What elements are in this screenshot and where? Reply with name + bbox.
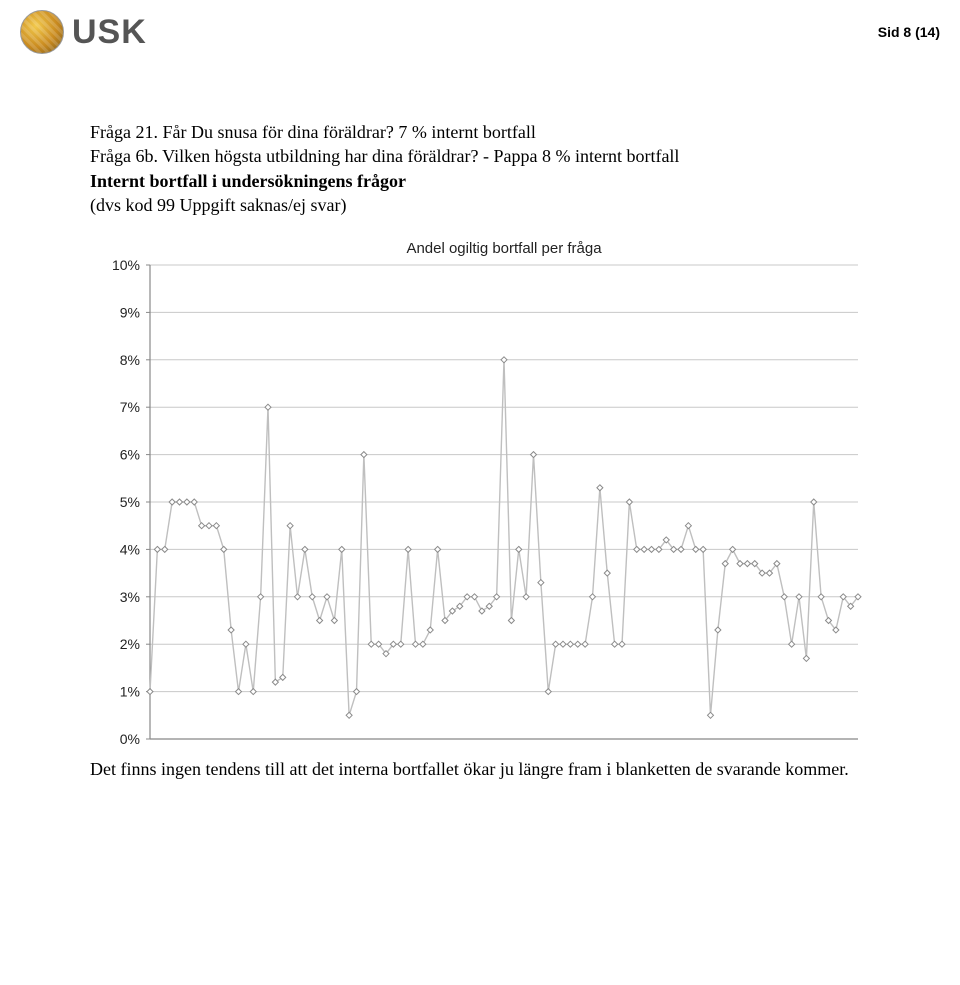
section-subtitle: (dvs kod 99 Uppgift saknas/ej svar): [90, 193, 870, 217]
svg-text:5%: 5%: [120, 494, 140, 510]
svg-text:10%: 10%: [112, 257, 140, 273]
section-title: Internt bortfall i undersökningens frågo…: [90, 169, 870, 193]
page-header: USK Sid 8 (14): [20, 10, 940, 54]
body-text: Fråga 21. Får Du snusa för dina föräldra…: [90, 120, 870, 781]
svg-text:4%: 4%: [120, 542, 140, 558]
svg-text:7%: 7%: [120, 399, 140, 415]
logo-text: USK: [72, 13, 147, 52]
paragraph-line-2: Fråga 6b. Vilken högsta utbildning har d…: [90, 144, 870, 168]
document-page: USK Sid 8 (14) Fråga 21. Får Du snusa fö…: [0, 0, 960, 985]
svg-text:Andel ogiltig bortfall per frå: Andel ogiltig bortfall per fråga: [406, 240, 602, 257]
line-chart: 0% 1% 2% 3% 4% 5% 6% 7% 8% 9% 10% Andel ogiltig bor…: [90, 237, 870, 757]
page-number: Sid 8 (14): [878, 24, 940, 40]
svg-text:8%: 8%: [120, 352, 140, 368]
svg-text:0%: 0%: [120, 731, 140, 747]
footer-paragraph: Det finns ingen tendens till att det int…: [90, 757, 870, 781]
svg-text:3%: 3%: [120, 589, 140, 605]
svg-text:1%: 1%: [120, 684, 140, 700]
logo-badge-icon: [20, 10, 64, 54]
logo: USK: [20, 10, 147, 54]
svg-text:6%: 6%: [120, 447, 140, 463]
paragraph-line-1: Fråga 21. Får Du snusa för dina föräldra…: [90, 120, 870, 144]
svg-text:9%: 9%: [120, 305, 140, 321]
chart-container: 0% 1% 2% 3% 4% 5% 6% 7% 8% 9% 10% Andel ogiltig bor…: [90, 237, 870, 757]
svg-text:2%: 2%: [120, 636, 140, 652]
